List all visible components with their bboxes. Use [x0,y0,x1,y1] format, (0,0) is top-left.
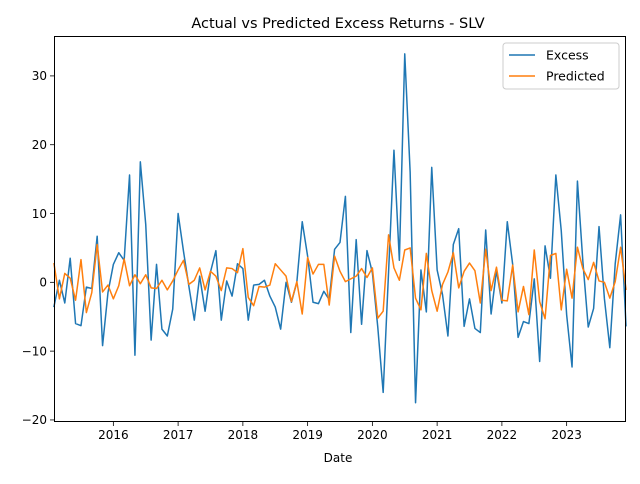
x-tick-label: 2018 [228,428,259,442]
y-tick-label: 0 [39,276,47,290]
y-tick-label: −10 [22,344,47,358]
y-axis: −20 −10 0 10 20 30 [22,69,54,427]
legend: Excess Predicted [502,42,620,90]
series-line-predicted [53,234,627,320]
y-tick-label: 30 [32,69,47,83]
x-tick-label: 2017 [163,428,194,442]
x-axis: 2016 2017 2018 2019 2020 2021 2022 2023 [98,422,582,442]
y-tick-label: 10 [32,207,47,221]
x-axis-label: Date [324,451,353,465]
series-lines [53,53,627,404]
legend-label-predicted: Predicted [546,69,605,84]
x-tick-label: 2016 [98,428,129,442]
plot-frame [54,36,626,422]
chart-title: Actual vs Predicted Excess Returns - SLV [191,16,484,32]
x-tick-label: 2019 [292,428,323,442]
x-tick-label: 2022 [487,428,518,442]
y-tick-label: 20 [32,138,47,152]
plot-area [54,36,626,422]
y-tick-label: −20 [22,413,47,427]
legend-label-excess: Excess [546,48,589,63]
x-tick-label: 2023 [551,428,582,442]
series-line-excess [53,53,627,404]
x-tick-label: 2021 [422,428,453,442]
x-tick-label: 2020 [357,428,388,442]
